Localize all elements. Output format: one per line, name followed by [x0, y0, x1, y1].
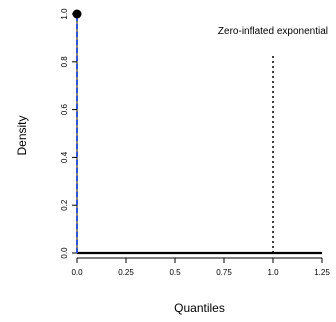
y-tick-label: 0.4: [60, 151, 69, 163]
x-tick-label: 0.5: [169, 268, 181, 277]
x-tick-label: 1.25: [314, 268, 330, 277]
y-tick-label: 0.8: [60, 56, 69, 68]
x-tick-label: 0.0: [71, 268, 83, 277]
x-tick-label: 0.75: [216, 268, 232, 277]
x-tick-label: 1.0: [267, 268, 279, 277]
axes-group: 0.0 0.2 0.4 0.6 0.8 1.0 0.0 0.25 0.5 0.75 1.0 1.25: [60, 8, 331, 277]
y-axis-title: Density: [15, 115, 29, 155]
y-tick-label: 0.2: [60, 199, 69, 211]
x-axis-title: Quantiles: [174, 301, 225, 315]
y-tick-label: 0.6: [60, 103, 69, 115]
legend-label: Zero-inflated exponential: [218, 26, 328, 37]
point-mass-marker: [72, 9, 82, 19]
y-tick-label: 1.0: [60, 8, 69, 20]
marks-group: [72, 9, 322, 255]
y-tick-label: 0.0: [60, 247, 69, 259]
x-tick-label: 0.25: [118, 268, 134, 277]
